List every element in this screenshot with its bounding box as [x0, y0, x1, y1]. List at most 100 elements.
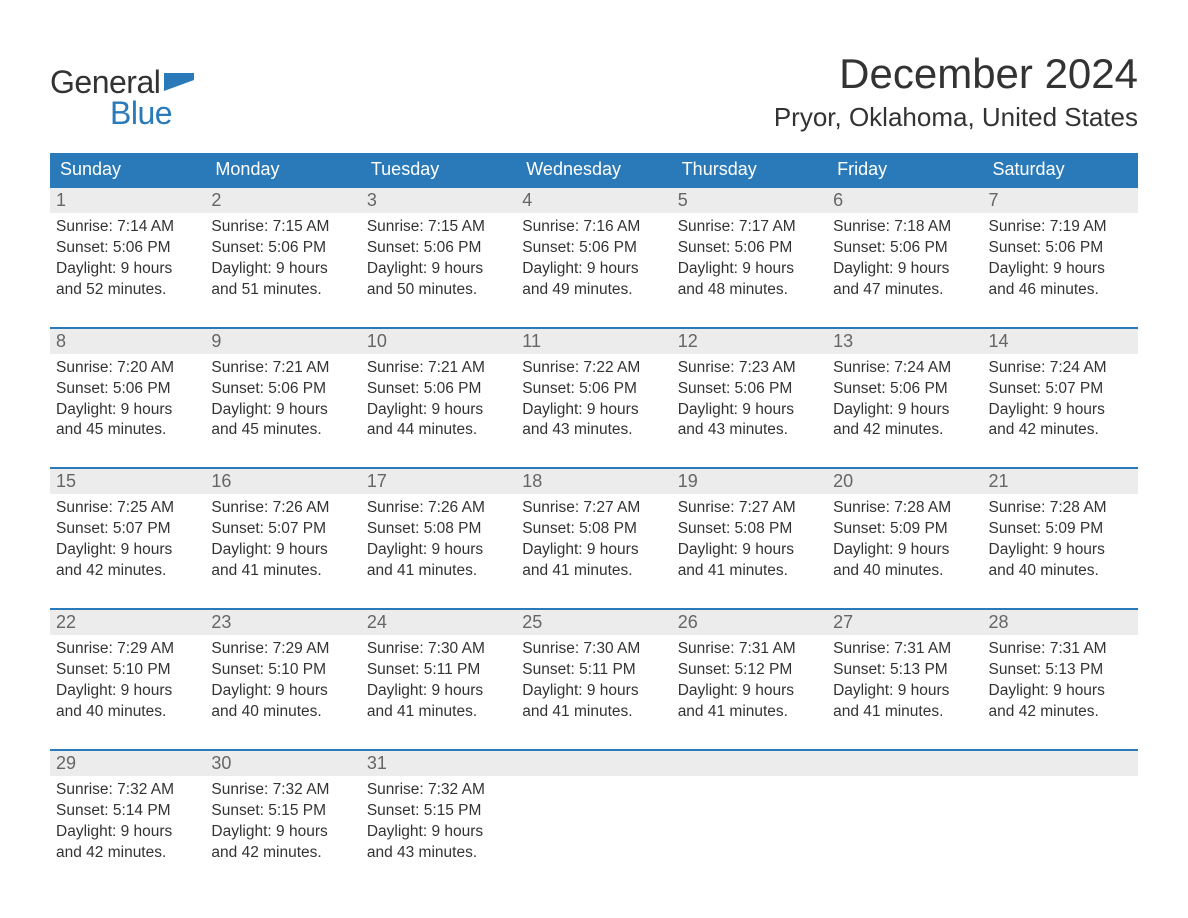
cell-d1: Daylight: 9 hours	[56, 822, 199, 843]
cell-sunset: Sunset: 5:11 PM	[367, 660, 510, 681]
cell-sunrise: Sunrise: 7:26 AM	[211, 498, 354, 519]
day-number: 10	[361, 329, 516, 354]
day-number: 20	[827, 469, 982, 494]
week-row: 29 Sunrise: 7:32 AM Sunset: 5:14 PMDayligh…	[50, 749, 1138, 870]
calendar-cell: 15Sunrise: 7:25 AMSunset: 5:07 PMDayligh…	[50, 469, 205, 588]
calendar-cell: 19Sunrise: 7:27 AMSunset: 5:08 PMDayligh…	[672, 469, 827, 588]
day-number: 30	[205, 751, 360, 776]
cell-sunset: Sunset: 5:10 PM	[56, 660, 199, 681]
cell-d2: and 42 minutes.	[989, 420, 1132, 441]
cell-sunset: Sunset: 5:11 PM	[522, 660, 665, 681]
title-block: December 2024 Pryor, Oklahoma, United St…	[774, 50, 1138, 147]
calendar-cell: 28Sunrise: 7:31 AMSunset: 5:13 PMDayligh…	[983, 610, 1138, 729]
day-number: 3	[361, 188, 516, 213]
calendar-cell: 22Sunrise: 7:29 AMSunset: 5:10 PMDayligh…	[50, 610, 205, 729]
cell-sunrise: Sunrise: 7:24 AM	[833, 358, 976, 379]
cell-sunset: Sunset: 5:06 PM	[678, 379, 821, 400]
cell-sunset: Sunset: 5:14 PM	[56, 801, 199, 822]
cell-d2: and 44 minutes.	[367, 420, 510, 441]
day-number: 31	[361, 751, 516, 776]
cell-d1: Daylight: 9 hours	[833, 540, 976, 561]
day-header: Wednesday	[516, 153, 671, 186]
cell-body: Sunrise: 7:17 AMSunset: 5:06 PMDaylight:…	[672, 213, 827, 307]
cell-body: Sunrise: 7:28 AMSunset: 5:09 PMDaylight:…	[827, 494, 982, 588]
cell-d1: Daylight: 9 hours	[522, 259, 665, 280]
cell-d1: Daylight: 9 hours	[211, 681, 354, 702]
cell-d2: and 40 minutes.	[833, 561, 976, 582]
day-number: 24	[361, 610, 516, 635]
cell-sunrise: Sunrise: 7:29 AM	[211, 639, 354, 660]
day-number: 12	[672, 329, 827, 354]
cell-sunset: Sunset: 5:12 PM	[678, 660, 821, 681]
cell-d1: Daylight: 9 hours	[56, 681, 199, 702]
cell-body: Sunrise: 7:31 AMSunset: 5:13 PMDaylight:…	[827, 635, 982, 729]
cell-d1: Daylight: 9 hours	[522, 540, 665, 561]
cell-sunset: Sunset: 5:07 PM	[56, 519, 199, 540]
cell-sunrise: Sunrise: 7:28 AM	[833, 498, 976, 519]
cell-sunrise: Sunrise: 7:15 AM	[211, 217, 354, 238]
cell-d2: and 50 minutes.	[367, 280, 510, 301]
calendar-cell: 20Sunrise: 7:28 AMSunset: 5:09 PMDayligh…	[827, 469, 982, 588]
cell-sunrise: Sunrise: 7:30 AM	[367, 639, 510, 660]
day-number: 22	[50, 610, 205, 635]
calendar-cell: 31Sunrise: 7:32 AMSunset: 5:15 PMDayligh…	[361, 751, 516, 870]
calendar-cell: 12Sunrise: 7:23 AMSunset: 5:06 PMDayligh…	[672, 329, 827, 448]
day-number: 8	[50, 329, 205, 354]
cell-d1: Daylight: 9 hours	[522, 681, 665, 702]
cell-sunrise: Sunrise: 7:28 AM	[989, 498, 1132, 519]
day-number: 28	[983, 610, 1138, 635]
cell-body: Sunrise: 7:23 AMSunset: 5:06 PMDaylight:…	[672, 354, 827, 448]
day-header: Friday	[827, 153, 982, 186]
cell-sunrise: Sunrise: 7:32 AM	[367, 780, 510, 801]
day-number: 29	[50, 751, 205, 776]
cell-d2: and 40 minutes.	[211, 702, 354, 723]
cell-body: Sunrise: 7:19 AMSunset: 5:06 PMDaylight:…	[983, 213, 1138, 307]
cell-body: Sunrise: 7:30 AMSunset: 5:11 PMDaylight:…	[516, 635, 671, 729]
cell-d2: and 40 minutes.	[989, 561, 1132, 582]
calendar-cell: 10Sunrise: 7:21 AMSunset: 5:06 PMDayligh…	[361, 329, 516, 448]
calendar-cell: 14Sunrise: 7:24 AMSunset: 5:07 PMDayligh…	[983, 329, 1138, 448]
cell-d1: Daylight: 9 hours	[211, 540, 354, 561]
cell-body: Sunrise: 7:24 AMSunset: 5:07 PMDaylight:…	[983, 354, 1138, 448]
day-header: Saturday	[983, 153, 1138, 186]
day-header: Thursday	[672, 153, 827, 186]
cell-d2: and 41 minutes.	[211, 561, 354, 582]
cell-d2: and 48 minutes.	[678, 280, 821, 301]
cell-d1: Daylight: 9 hours	[989, 540, 1132, 561]
cell-sunset: Sunset: 5:06 PM	[211, 379, 354, 400]
cell-sunset: Sunset: 5:06 PM	[56, 238, 199, 259]
calendar-cell: 11Sunrise: 7:22 AMSunset: 5:06 PMDayligh…	[516, 329, 671, 448]
cell-d2: and 42 minutes.	[211, 843, 354, 864]
cell-d1: Daylight: 9 hours	[56, 259, 199, 280]
cell-d2: and 51 minutes.	[211, 280, 354, 301]
cell-d1: Daylight: 9 hours	[367, 259, 510, 280]
cell-body	[983, 776, 1138, 786]
cell-d2: and 49 minutes.	[522, 280, 665, 301]
cell-sunrise: Sunrise: 7:16 AM	[522, 217, 665, 238]
cell-d1: Daylight: 9 hours	[367, 681, 510, 702]
cell-body: Sunrise: 7:16 AMSunset: 5:06 PMDaylight:…	[516, 213, 671, 307]
calendar-cell: .	[672, 751, 827, 870]
cell-body: Sunrise: 7:29 AMSunset: 5:10 PMDaylight:…	[205, 635, 360, 729]
cell-d1: Daylight: 9 hours	[56, 540, 199, 561]
day-number: 1	[50, 188, 205, 213]
cell-sunrise: Sunrise: 7:32 AM	[211, 780, 354, 801]
cell-body: Sunrise: 7:24 AMSunset: 5:06 PMDaylight:…	[827, 354, 982, 448]
cell-body: Sunrise: 7:14 AMSunset: 5:06 PMDaylight:…	[50, 213, 205, 307]
cell-sunrise: Sunrise: 7:31 AM	[678, 639, 821, 660]
calendar-cell: 30Sunrise: 7:32 AMSunset: 5:15 PMDayligh…	[205, 751, 360, 870]
calendar-cell: 21Sunrise: 7:28 AMSunset: 5:09 PMDayligh…	[983, 469, 1138, 588]
cell-sunset: Sunset: 5:13 PM	[833, 660, 976, 681]
cell-d2: and 43 minutes.	[522, 420, 665, 441]
calendar-cell: 6Sunrise: 7:18 AMSunset: 5:06 PMDaylight…	[827, 188, 982, 307]
day-number: 11	[516, 329, 671, 354]
week-row: 1Sunrise: 7:14 AMSunset: 5:06 PMDaylight…	[50, 186, 1138, 307]
calendar-cell: 26Sunrise: 7:31 AMSunset: 5:12 PMDayligh…	[672, 610, 827, 729]
day-number: 9	[205, 329, 360, 354]
cell-d1: Daylight: 9 hours	[989, 681, 1132, 702]
cell-sunset: Sunset: 5:08 PM	[367, 519, 510, 540]
cell-d2: and 41 minutes.	[678, 561, 821, 582]
calendar-cell: 17Sunrise: 7:26 AMSunset: 5:08 PMDayligh…	[361, 469, 516, 588]
cell-body: Sunrise: 7:26 AMSunset: 5:07 PMDaylight:…	[205, 494, 360, 588]
day-number: 13	[827, 329, 982, 354]
